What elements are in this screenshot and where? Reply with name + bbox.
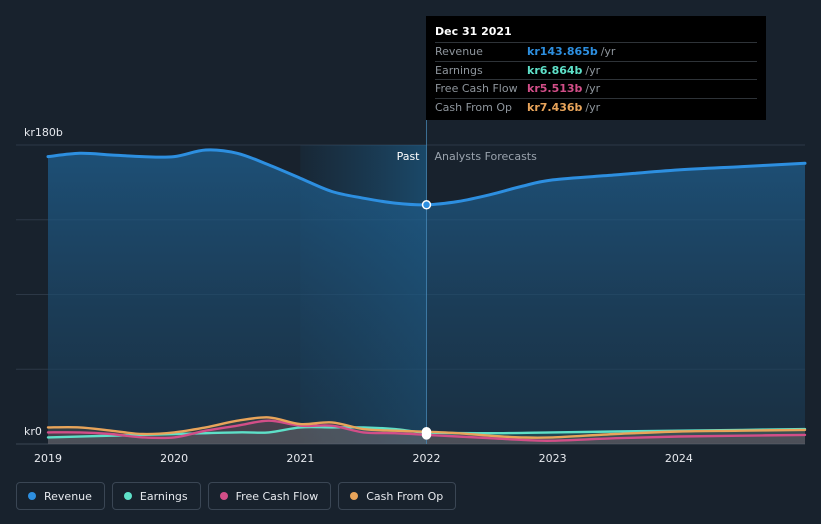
tooltip-row-cash-from-op: Cash From Op kr7.436b /yr xyxy=(435,97,757,117)
tooltip-unit: /yr xyxy=(585,100,601,114)
legend-item-revenue[interactable]: Revenue xyxy=(16,482,105,510)
legend-item-free-cash-flow[interactable]: Free Cash Flow xyxy=(207,482,332,510)
series-line-earnings xyxy=(46,425,807,439)
tooltip-label: Earnings xyxy=(435,63,483,77)
legend-label: Revenue xyxy=(44,489,92,503)
tooltip-value: kr7.436b xyxy=(527,100,583,114)
series-line-revenue xyxy=(46,148,807,207)
x-tick-label: 2020 xyxy=(160,452,188,465)
legend-dot-icon xyxy=(219,492,228,500)
legend-label: Earnings xyxy=(139,489,188,503)
legend-dot-icon xyxy=(350,492,359,500)
tooltip: Dec 31 2021 Revenue kr143.865b /yr Earni… xyxy=(426,16,766,120)
data-point-marker xyxy=(421,426,432,437)
x-tick-label: 2024 xyxy=(665,452,693,465)
legend-label: Free Cash Flow xyxy=(235,489,319,503)
x-tick-label: 2023 xyxy=(539,452,567,465)
chart: kr180b kr0 2019 2020 2021 2022 2023 2024 Past Ana… xyxy=(16,120,807,465)
tooltip-row-earnings: Earnings kr6.864b /yr xyxy=(435,60,757,80)
data-point-marker xyxy=(421,200,432,210)
legend: Revenue Earnings Free Cash Flow Cash Fro… xyxy=(16,482,457,510)
tooltip-value: kr143.865b xyxy=(527,45,598,59)
past-label: Past xyxy=(397,150,421,163)
tooltip-date: Dec 31 2021 xyxy=(435,25,512,38)
tooltip-unit: /yr xyxy=(585,63,601,77)
tooltip-label: Revenue xyxy=(435,45,483,59)
tooltip-row-free-cash-flow: Free Cash Flow kr5.513b /yr xyxy=(435,79,757,98)
x-tick-label: 2019 xyxy=(34,452,62,465)
tooltip-value: kr6.864b xyxy=(527,63,583,77)
forecast-label: Analysts Forecasts xyxy=(435,150,538,163)
y-axis-top-label: kr180b xyxy=(24,126,63,139)
legend-label: Cash From Op xyxy=(366,489,444,503)
series-line-cash-from-op xyxy=(46,416,807,439)
tooltip-unit: /yr xyxy=(585,82,601,96)
tooltip-value: kr5.513b xyxy=(527,82,583,96)
x-tick-label: 2022 xyxy=(413,452,441,465)
legend-dot-icon xyxy=(123,492,132,500)
legend-item-earnings[interactable]: Earnings xyxy=(111,482,201,510)
tooltip-row-revenue: Revenue kr143.865b /yr xyxy=(435,42,757,61)
tooltip-label: Free Cash Flow xyxy=(435,82,518,96)
tooltip-label: Cash From Op xyxy=(435,100,513,114)
x-tick-label: 2021 xyxy=(286,452,314,465)
legend-item-cash-from-op[interactable]: Cash From Op xyxy=(338,482,457,510)
legend-dot-icon xyxy=(28,492,36,500)
tooltip-unit: /yr xyxy=(600,45,616,59)
series-line-free-cash-flow xyxy=(46,419,807,442)
y-axis-bottom-label: kr0 xyxy=(24,425,42,438)
